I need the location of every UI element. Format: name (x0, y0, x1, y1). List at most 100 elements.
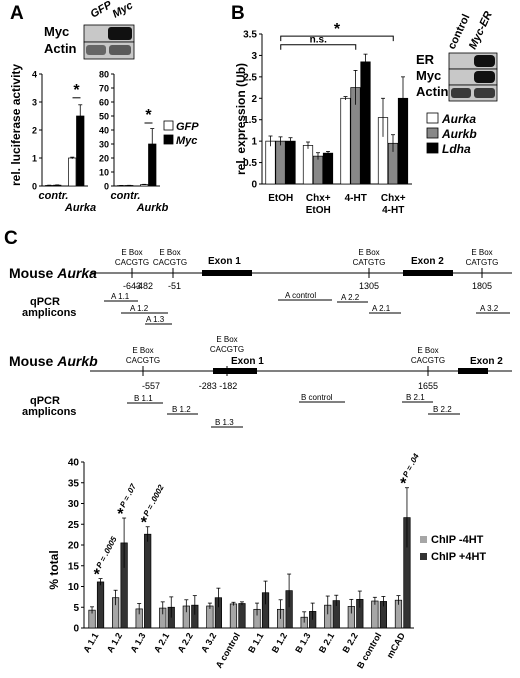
blot-b-lane-2: Myc-ER (467, 10, 495, 52)
y-tick-label: 1 (251, 137, 257, 148)
x-label: B 1.2 (270, 631, 289, 655)
aurka-exon2-label: Exon 2 (411, 256, 444, 267)
legend-a-swatch-gfp (164, 121, 173, 130)
y-tick-label: 70 (99, 84, 109, 94)
x-label: Aurkb (136, 202, 169, 214)
amplicon-bcontrol: B control (301, 393, 333, 402)
aurka-ebox-4-t2: CATGTG (466, 258, 499, 267)
legend-b-aurkb: Aurkb (441, 127, 477, 141)
amplicon-acontrol: A control (285, 291, 316, 300)
x-label: A 3.2 (199, 631, 218, 654)
legend-b-ldha: Ldha (442, 142, 471, 156)
legend-b-swatch-ldha (427, 143, 438, 153)
p-value: P = .0005 (95, 535, 119, 570)
y-tick-label: 30 (99, 140, 109, 150)
legend-a-gfp: GFP (176, 121, 199, 133)
p-value: P = .07 (118, 482, 138, 509)
aurkb-amplicons: B 1.1 B 1.2 B 1.3 B control B 2.1 B 2.2 (127, 393, 460, 427)
aurkb-ebox-2-t2: CACGTG (210, 345, 244, 354)
legend-a-myc: Myc (176, 135, 197, 147)
amplicon-a32: A 3.2 (480, 304, 499, 313)
aurkb-ebox-1: E Box CACGTG -557 (126, 346, 160, 391)
x-label: contr. (111, 190, 141, 202)
ns-label: n.s. (310, 35, 327, 46)
aurkb-qpcr-label-2: amplicons (22, 406, 76, 418)
sig-star: * (94, 567, 101, 584)
x-label: B 1.3 (293, 631, 312, 655)
bar (207, 606, 214, 628)
x-label: Chx+ (381, 193, 406, 204)
y-tick-label: 80 (99, 70, 109, 80)
aurka-ebox-3: E Box CATGTG 1305 (353, 248, 386, 291)
x-label: A 2.2 (176, 631, 195, 654)
y-tick-label: 20 (99, 154, 109, 164)
amplicon-b11: B 1.1 (134, 394, 153, 403)
aurka-map: Mouse Aurka Exon 1 Exon 2 -51 E Box CACG… (9, 248, 512, 324)
bar (276, 141, 286, 184)
x-label: mCAD (385, 631, 408, 660)
x-label: contr. (39, 190, 69, 202)
aurka-title-prefix: Mouse (9, 265, 54, 281)
x-label: EtOH (306, 205, 331, 216)
x-label: B 2.2 (340, 631, 359, 655)
aurka-ebox-1-t2: CACGTG (115, 258, 149, 267)
c-ylabel: % total (47, 550, 61, 589)
a-ylabel: rel. luciferase activity (9, 64, 23, 186)
x-label: A 1.2 (105, 631, 124, 654)
bar (286, 141, 296, 184)
aurka-ebox-1-t1: E Box (121, 248, 142, 257)
aurka-exon1-label: Exon 1 (208, 256, 241, 267)
x-label: B 2.1 (317, 631, 336, 655)
aurkb-title: Mouse Aurkb (9, 353, 98, 369)
y-tick-label: 5 (73, 603, 79, 614)
aurka-qpcr-label-2: amplicons (22, 307, 76, 319)
sig-star: * (145, 107, 152, 124)
y-tick-label: 10 (99, 168, 109, 178)
y-tick-label: 15 (68, 561, 80, 572)
x-label: A 1.1 (81, 631, 100, 654)
blot-a-lane-2: Myc (111, 0, 136, 21)
y-tick-label: 4 (32, 70, 37, 80)
aurka-title: Mouse Aurka (9, 265, 97, 281)
y-tick-label: 0 (32, 182, 37, 192)
aurkb-ebox-2-t1: E Box (216, 335, 237, 344)
panel-letter-a: A (10, 3, 24, 24)
aurkb-ebox-3: E Box CACGTG 1655 (411, 346, 445, 391)
blot-b-row-3: Actin (416, 84, 449, 99)
y-tick-label: 35 (68, 478, 80, 489)
sig-star: * (117, 506, 124, 523)
blot-a: GFP Myc Myc Actin (44, 0, 135, 59)
x-label: A 2.1 (152, 631, 171, 654)
sig-star: * (400, 476, 407, 493)
legend-a-swatch-myc (164, 135, 173, 144)
y-tick-label: 60 (99, 98, 109, 108)
x-label: EtOH (268, 193, 293, 204)
amplicon-a21: A 2.1 (372, 304, 391, 313)
bar (323, 153, 333, 184)
x-label: 4-HT (345, 193, 367, 204)
bar (144, 534, 151, 628)
amplicon-a13: A 1.3 (146, 315, 165, 324)
aurka-exon2 (403, 270, 453, 276)
y-tick-label: 40 (99, 126, 109, 136)
amplicon-b12: B 1.2 (172, 405, 191, 414)
y-tick-label: 2 (251, 94, 257, 105)
x-label: A 1.3 (128, 631, 147, 654)
y-tick-label: 1.5 (243, 115, 257, 126)
blot-b-row-1: ER (416, 52, 435, 67)
y-tick-label: 0.5 (243, 158, 257, 169)
aurka-exon1-pos: -51 (168, 281, 181, 291)
legend-b-swatch-aurkb (427, 128, 438, 138)
bar (266, 141, 276, 184)
aurka-exon1 (202, 270, 252, 276)
bar (303, 145, 313, 184)
y-tick-label: 20 (68, 541, 80, 552)
aurkb-exon2-label: Exon 2 (470, 356, 503, 367)
aurkb-ebox-3-pos: 1655 (418, 381, 438, 391)
aurka-ebox-4-t1: E Box (471, 248, 492, 257)
y-tick-label: 2 (32, 126, 37, 136)
amplicon-b13: B 1.3 (215, 418, 234, 427)
